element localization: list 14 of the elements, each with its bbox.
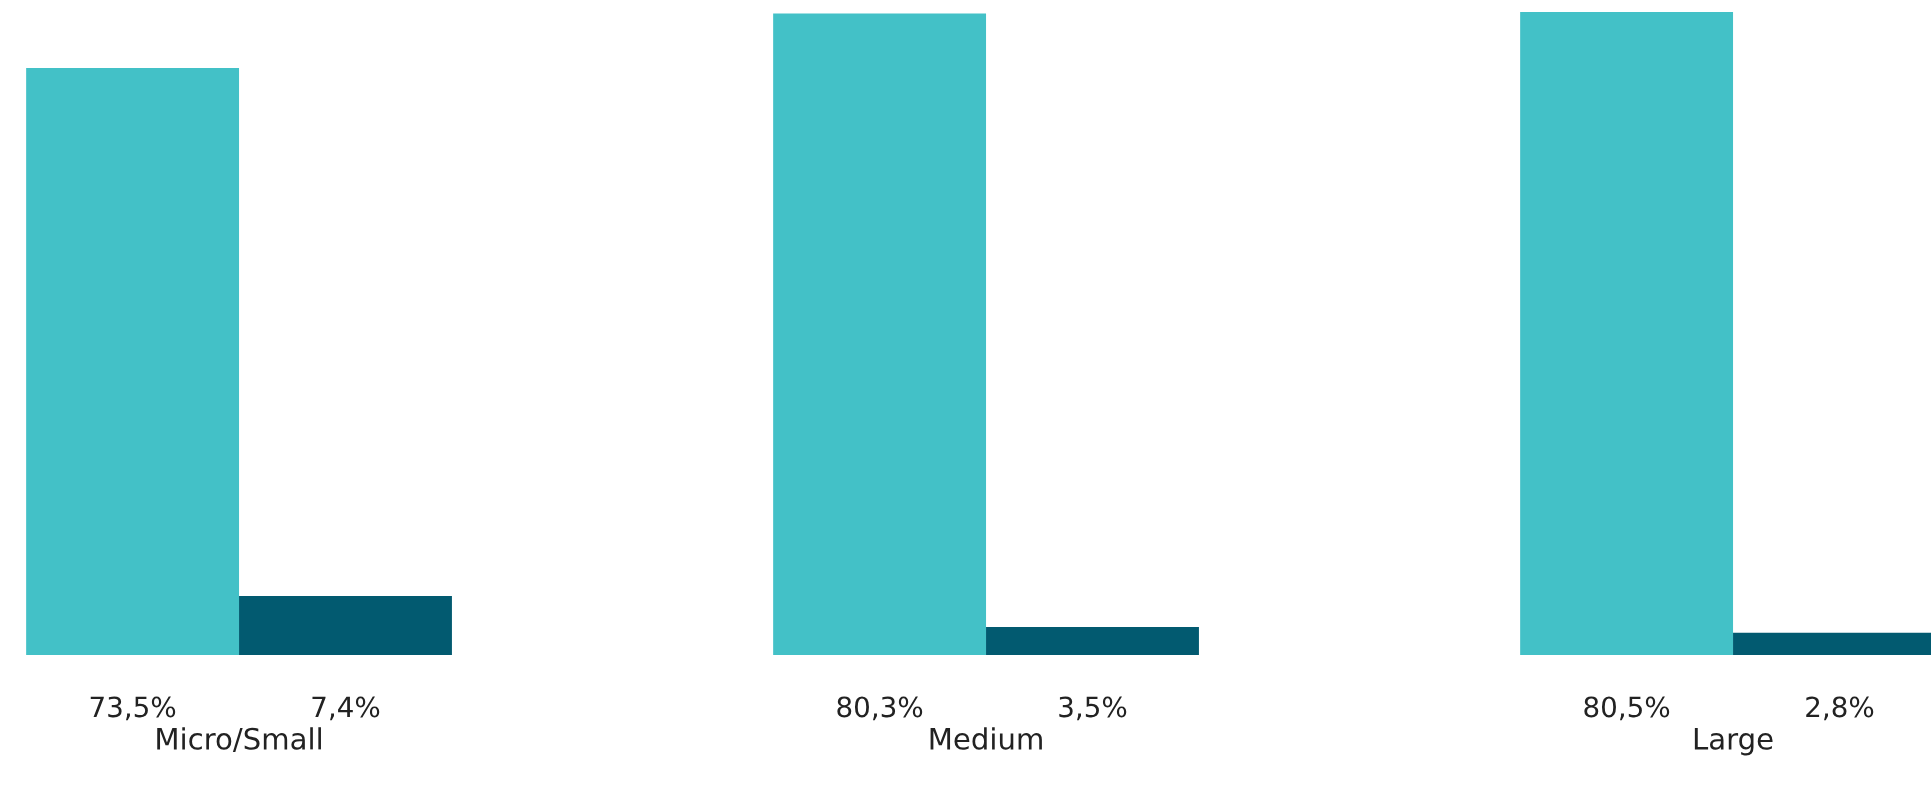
data-label: 80,5% [1584,696,1670,721]
data-label: 3,5% [1059,696,1127,721]
x-tick-label: Micro/Small [157,727,321,753]
data-label: 80,3% [837,696,923,721]
bar [239,595,452,655]
data-label: 73,5% [90,696,176,721]
bar [26,67,240,655]
bar [773,13,987,655]
x-tick-label: Large [1694,728,1773,756]
bar [1520,12,1734,655]
bar [986,627,1199,655]
data-label: 2,8% [1806,696,1874,721]
x-tick-label: Medium [930,727,1042,750]
data-label: 7,4% [312,696,380,721]
